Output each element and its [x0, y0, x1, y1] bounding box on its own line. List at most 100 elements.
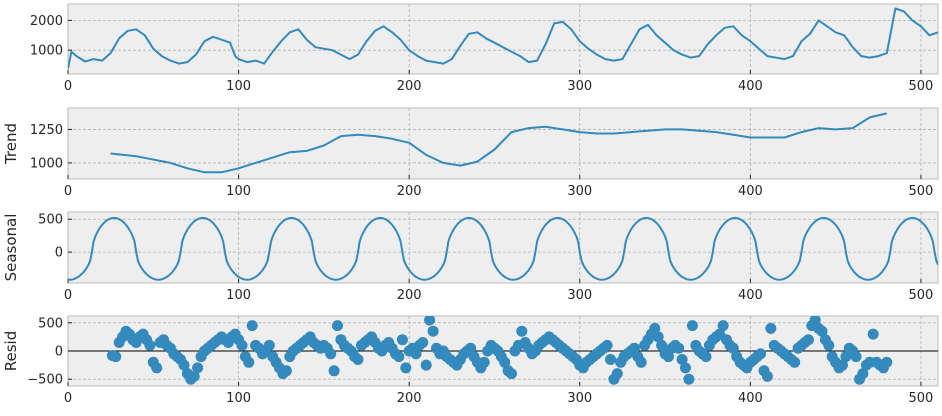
resid-point — [420, 359, 432, 371]
resid-point — [400, 362, 412, 374]
x-tick-label: 300 — [567, 184, 592, 199]
resid-point — [605, 354, 616, 365]
resid-point — [649, 322, 661, 334]
x-tick-label: 400 — [738, 391, 763, 406]
resid-point — [816, 325, 828, 337]
resid-point — [110, 351, 122, 363]
resid-point — [506, 368, 517, 380]
x-tick-label: 500 — [909, 288, 934, 303]
resid-point — [144, 339, 156, 351]
resid-point — [601, 339, 613, 351]
resid-point — [427, 325, 439, 337]
resid-point — [396, 334, 408, 346]
seasonal-panel: 0 100 200 300 400 500 0 500 Seasonal — [2, 211, 939, 303]
resid-point — [151, 362, 163, 374]
y-axis-label: Seasonal — [2, 214, 20, 282]
x-tick-label: 100 — [226, 79, 251, 94]
resid-point — [410, 348, 422, 360]
resid-point — [680, 362, 691, 374]
observed-panel: 0 100 200 300 400 500 1000 2000 — [30, 3, 939, 94]
plot-area — [67, 211, 939, 284]
y-tick-label: 1000 — [30, 44, 63, 59]
data-layer — [68, 7, 938, 69]
resid-point — [867, 328, 879, 340]
x-tick-label: 400 — [738, 79, 763, 94]
resid-point — [686, 320, 698, 332]
resid-point — [635, 356, 647, 368]
trend-series-line — [110, 112, 888, 174]
x-tick-label: 500 — [909, 79, 934, 94]
x-tick-label: 300 — [567, 79, 592, 94]
resid-point — [393, 351, 405, 363]
x-tick-label: 100 — [226, 184, 251, 199]
resid-point — [516, 325, 528, 337]
resid-point — [478, 356, 490, 368]
resid-point — [328, 365, 340, 377]
resid-point — [652, 331, 664, 343]
resid-point — [188, 370, 200, 382]
resid-point — [761, 370, 773, 382]
resid-point — [628, 342, 640, 354]
y-axis-label: Trend — [2, 123, 20, 165]
x-tick-label: 200 — [397, 288, 422, 303]
plot-area — [67, 3, 939, 75]
data-layer — [68, 216, 938, 281]
x-tick-label: 100 — [226, 391, 251, 406]
y-tick-label: 500 — [38, 316, 63, 331]
resid-point — [178, 359, 190, 371]
resid-point — [755, 348, 767, 360]
y-tick-label: 0 — [55, 345, 63, 360]
resid-point — [192, 362, 204, 374]
resid-point — [857, 368, 869, 380]
x-tick-label: 0 — [64, 184, 72, 199]
y-tick-label: 0 — [55, 246, 63, 261]
resid-point — [417, 337, 429, 348]
resid-point — [673, 342, 685, 354]
resid-point — [236, 339, 248, 351]
resid-point — [263, 339, 275, 351]
resid-point — [325, 348, 337, 360]
resid-point — [789, 356, 801, 368]
resid-point — [280, 365, 292, 377]
y-axis-label: Resid — [2, 331, 20, 371]
resid-point — [823, 339, 835, 351]
y-tick-label: 500 — [38, 213, 63, 228]
x-tick-label: 100 — [226, 288, 251, 303]
x-tick-label: 300 — [567, 288, 592, 303]
resid-point — [700, 351, 712, 363]
resid-point — [663, 351, 674, 363]
resid-point — [243, 356, 255, 368]
x-tick-label: 0 — [64, 288, 72, 303]
x-tick-label: 0 — [64, 391, 72, 406]
y-tick-label: 2000 — [30, 14, 63, 29]
resid-point — [611, 368, 623, 380]
resid-point — [683, 373, 695, 385]
x-tick-label: 200 — [397, 184, 422, 199]
resid-point — [850, 351, 862, 363]
resid-point — [352, 354, 364, 365]
trend-panel: 0 100 200 300 400 500 1000 1250 Trend — [2, 107, 939, 199]
x-tick-label: 500 — [909, 391, 934, 406]
resid-point — [837, 359, 848, 371]
resid-point — [676, 354, 688, 365]
seasonal-series-line — [68, 216, 938, 281]
resid-point — [424, 316, 436, 326]
plot-area — [67, 107, 939, 180]
resid-point — [717, 320, 729, 332]
y-tick-label: 1250 — [30, 123, 63, 138]
y-tick-label: 1000 — [30, 156, 63, 171]
x-tick-label: 500 — [909, 184, 934, 199]
x-tick-label: 200 — [397, 79, 422, 94]
resid-point — [499, 356, 511, 368]
observed-series-line — [68, 7, 938, 69]
resid-point — [727, 342, 739, 354]
resid-point — [881, 356, 893, 368]
data-layer — [68, 316, 938, 385]
resid-point — [246, 320, 258, 332]
x-tick-label: 200 — [397, 391, 422, 406]
x-tick-label: 400 — [738, 184, 763, 199]
x-tick-label: 0 — [64, 79, 72, 94]
resid-point — [465, 342, 477, 354]
